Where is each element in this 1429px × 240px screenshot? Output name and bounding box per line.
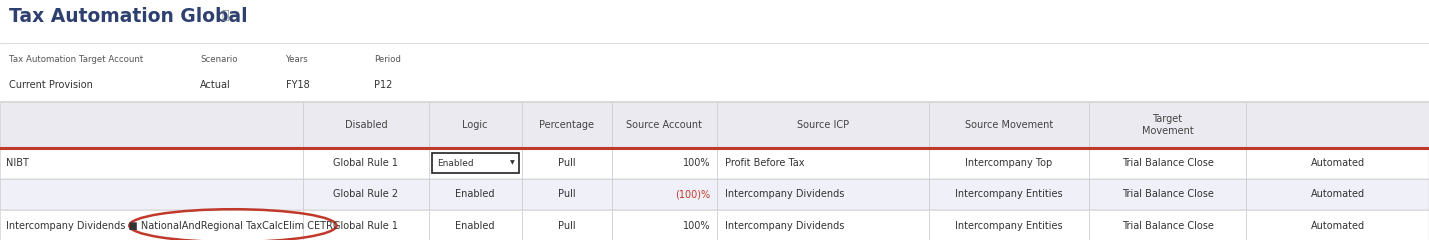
Text: Period: Period xyxy=(374,55,402,64)
Text: Enabled: Enabled xyxy=(456,221,494,231)
Text: Trial Balance Close: Trial Balance Close xyxy=(1122,189,1213,199)
Text: Tax Automation Global: Tax Automation Global xyxy=(9,7,247,26)
Bar xyxy=(612,179,717,210)
Bar xyxy=(929,179,1089,210)
Bar xyxy=(522,148,612,179)
Text: Intercompany Dividends: Intercompany Dividends xyxy=(725,221,845,231)
Bar xyxy=(303,179,429,210)
Text: Logic: Logic xyxy=(463,120,487,130)
Text: Trial Balance Close: Trial Balance Close xyxy=(1122,221,1213,231)
Bar xyxy=(1246,210,1429,240)
Bar xyxy=(522,102,612,148)
Text: Intercompany Dividends: Intercompany Dividends xyxy=(725,189,845,199)
Bar xyxy=(303,102,429,148)
Text: ⓘ: ⓘ xyxy=(221,9,229,22)
Bar xyxy=(0,210,1429,240)
Bar xyxy=(1246,148,1429,179)
Text: Global Rule 2: Global Rule 2 xyxy=(333,189,399,199)
Text: P12: P12 xyxy=(374,80,393,90)
Text: Current Provision: Current Provision xyxy=(9,80,93,90)
Text: Pull: Pull xyxy=(557,189,576,199)
Text: Intercompany Top: Intercompany Top xyxy=(965,158,1053,168)
Text: Enabled: Enabled xyxy=(437,159,474,168)
Text: Source Movement: Source Movement xyxy=(965,120,1053,130)
Text: Intercompany Dividends ■ NationalAndRegional TaxCalcElim CETR: Intercompany Dividends ■ NationalAndRegi… xyxy=(6,221,333,231)
Text: Percentage: Percentage xyxy=(539,120,594,130)
Text: Source Account: Source Account xyxy=(626,120,703,130)
Text: 100%: 100% xyxy=(683,158,710,168)
Text: Automated: Automated xyxy=(1310,189,1365,199)
Bar xyxy=(0,148,1429,179)
Bar xyxy=(0,179,303,210)
Bar xyxy=(0,210,303,240)
Text: Enabled: Enabled xyxy=(456,189,494,199)
Text: Years: Years xyxy=(286,55,309,64)
Text: Pull: Pull xyxy=(557,158,576,168)
Bar xyxy=(1089,210,1246,240)
Bar xyxy=(303,210,429,240)
Bar xyxy=(1089,148,1246,179)
Text: Target
Movement: Target Movement xyxy=(1142,114,1193,136)
Bar xyxy=(429,210,522,240)
Bar xyxy=(1246,179,1429,210)
Text: Intercompany Entities: Intercompany Entities xyxy=(955,189,1063,199)
Bar xyxy=(429,102,522,148)
Text: Global Rule 1: Global Rule 1 xyxy=(333,221,399,231)
Bar xyxy=(1246,102,1429,148)
Text: Source ICP: Source ICP xyxy=(797,120,849,130)
Text: Disabled: Disabled xyxy=(344,120,387,130)
Bar xyxy=(929,148,1089,179)
Text: Actual: Actual xyxy=(200,80,231,90)
Bar xyxy=(929,102,1089,148)
Text: Scenario: Scenario xyxy=(200,55,237,64)
Text: Pull: Pull xyxy=(557,221,576,231)
Text: (100)%: (100)% xyxy=(674,189,710,199)
Text: NIBT: NIBT xyxy=(6,158,29,168)
Bar xyxy=(717,148,929,179)
Bar xyxy=(0,179,1429,210)
Text: Trial Balance Close: Trial Balance Close xyxy=(1122,158,1213,168)
Bar xyxy=(717,210,929,240)
Bar xyxy=(1089,179,1246,210)
Bar xyxy=(0,102,303,148)
Bar xyxy=(1089,102,1246,148)
Bar xyxy=(717,179,929,210)
Bar xyxy=(432,153,519,173)
Bar xyxy=(429,179,522,210)
Text: Automated: Automated xyxy=(1310,158,1365,168)
Bar xyxy=(522,210,612,240)
Bar xyxy=(612,102,717,148)
Bar xyxy=(929,210,1089,240)
Bar xyxy=(612,148,717,179)
Bar xyxy=(717,102,929,148)
Text: Intercompany Entities: Intercompany Entities xyxy=(955,221,1063,231)
Bar xyxy=(303,148,429,179)
Text: ▼: ▼ xyxy=(510,161,514,166)
Text: Automated: Automated xyxy=(1310,221,1365,231)
Bar xyxy=(612,210,717,240)
Text: FY18: FY18 xyxy=(286,80,310,90)
Bar xyxy=(522,179,612,210)
Text: Profit Before Tax: Profit Before Tax xyxy=(725,158,805,168)
Bar xyxy=(0,148,303,179)
Text: Tax Automation Target Account: Tax Automation Target Account xyxy=(9,55,143,64)
Text: 100%: 100% xyxy=(683,221,710,231)
Bar xyxy=(429,148,522,179)
Text: Global Rule 1: Global Rule 1 xyxy=(333,158,399,168)
